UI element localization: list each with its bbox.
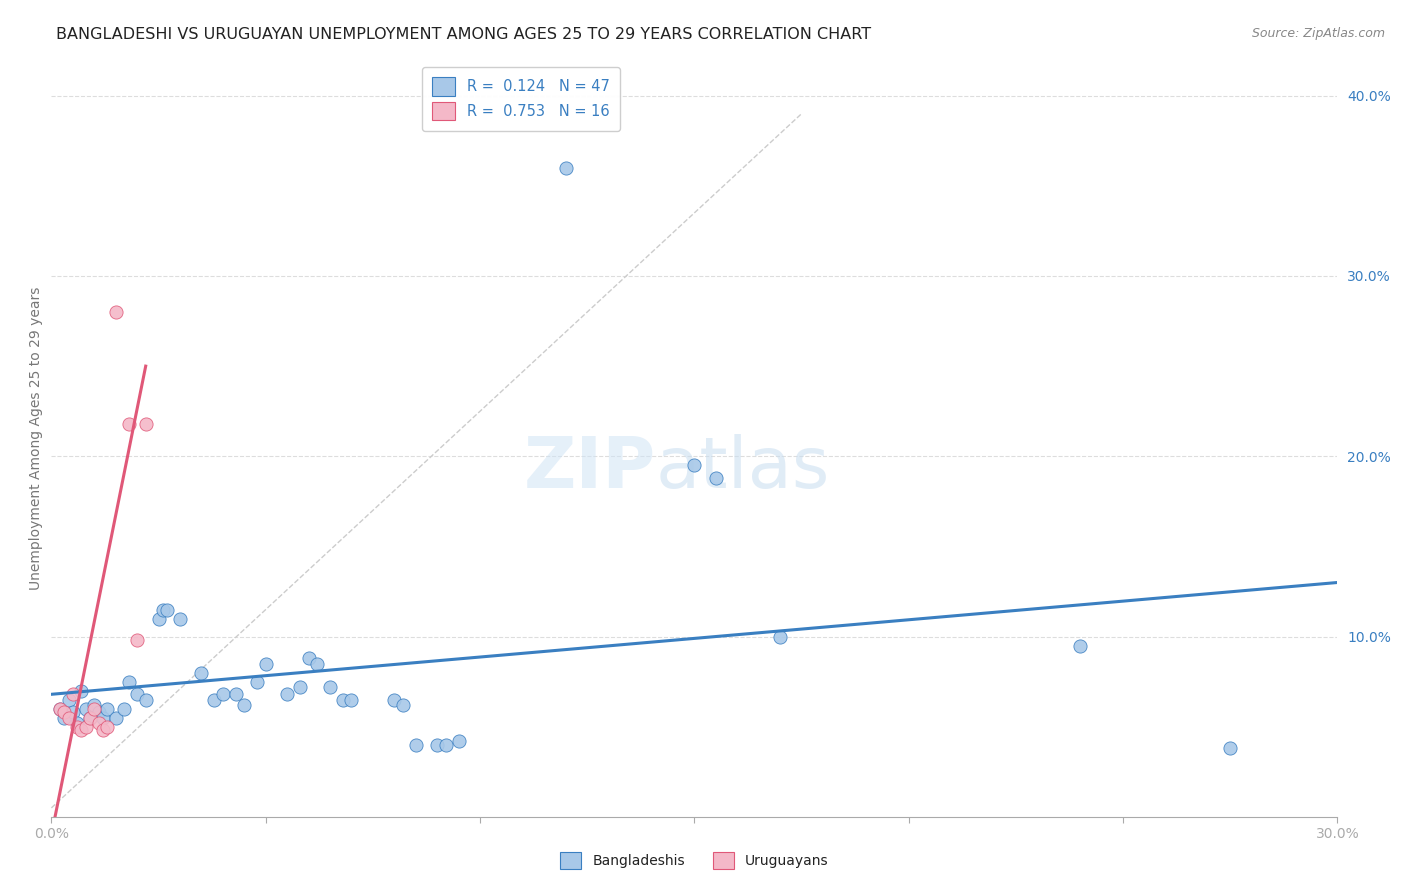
Point — [392, 698, 415, 712]
Point — [769, 630, 792, 644]
Point — [58, 692, 80, 706]
Point — [554, 161, 576, 175]
Point — [225, 687, 247, 701]
Point — [83, 698, 105, 712]
Point — [62, 706, 84, 720]
Y-axis label: Unemployment Among Ages 25 to 29 years: Unemployment Among Ages 25 to 29 years — [30, 286, 44, 590]
Point — [276, 687, 298, 701]
Point — [382, 692, 405, 706]
Point — [447, 734, 470, 748]
Point — [96, 702, 118, 716]
Point — [87, 716, 110, 731]
Point — [426, 738, 449, 752]
Point — [87, 706, 110, 720]
Point — [332, 692, 354, 706]
Text: Source: ZipAtlas.com: Source: ZipAtlas.com — [1251, 27, 1385, 40]
Text: BANGLADESHI VS URUGUAYAN UNEMPLOYMENT AMONG AGES 25 TO 29 YEARS CORRELATION CHAR: BANGLADESHI VS URUGUAYAN UNEMPLOYMENT AM… — [56, 27, 872, 42]
Point — [190, 665, 212, 680]
Point — [79, 711, 101, 725]
Point — [75, 720, 97, 734]
Point — [70, 683, 93, 698]
Point — [62, 687, 84, 701]
Point — [405, 738, 427, 752]
Point — [53, 711, 76, 725]
Point — [104, 711, 127, 725]
Point — [212, 687, 235, 701]
Point — [53, 706, 76, 720]
Point — [246, 674, 269, 689]
Point — [202, 692, 225, 706]
Point — [112, 702, 135, 716]
Point — [683, 458, 706, 473]
Point — [58, 711, 80, 725]
Point — [148, 611, 170, 625]
Point — [340, 692, 363, 706]
Point — [319, 680, 342, 694]
Point — [117, 417, 139, 431]
Point — [83, 702, 105, 716]
Point — [434, 738, 457, 752]
Legend: R =  0.124   N = 47, R =  0.753   N = 16: R = 0.124 N = 47, R = 0.753 N = 16 — [422, 67, 620, 130]
Point — [254, 657, 277, 671]
Point — [66, 716, 89, 731]
Point — [127, 633, 149, 648]
Point — [104, 305, 127, 319]
Point — [91, 711, 114, 725]
Point — [704, 471, 727, 485]
Point — [135, 417, 157, 431]
Point — [75, 702, 97, 716]
Point — [79, 711, 101, 725]
Point — [152, 602, 174, 616]
Text: atlas: atlas — [655, 434, 830, 503]
Point — [288, 680, 311, 694]
Point — [169, 611, 191, 625]
Point — [135, 692, 157, 706]
Point — [91, 723, 114, 738]
Point — [70, 723, 93, 738]
Point — [49, 702, 72, 716]
Point — [233, 698, 256, 712]
Point — [96, 720, 118, 734]
Point — [66, 720, 89, 734]
Point — [117, 674, 139, 689]
Point — [1219, 741, 1241, 756]
Text: ZIP: ZIP — [523, 434, 655, 503]
Point — [1069, 639, 1091, 653]
Point — [297, 651, 319, 665]
Point — [307, 657, 329, 671]
Point — [156, 602, 179, 616]
Point — [127, 687, 149, 701]
Point — [49, 702, 72, 716]
